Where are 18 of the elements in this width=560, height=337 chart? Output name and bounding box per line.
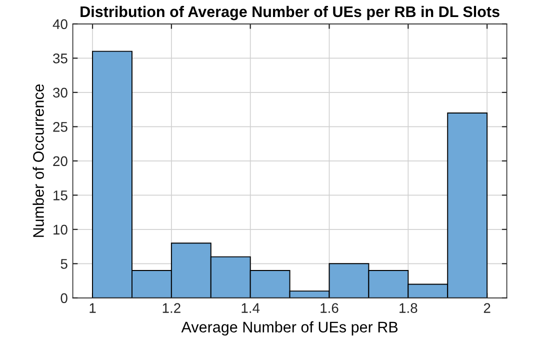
x-tick-label: 1.8 <box>400 303 418 313</box>
y-tick-label: 30 <box>53 88 68 98</box>
y-tick-label: 5 <box>60 259 68 269</box>
chart-title: Distribution of Average Number of UEs per RB in DL Slots <box>80 6 500 20</box>
y-tick-label: 10 <box>54 224 68 235</box>
y-tick-label: 25 <box>53 122 68 132</box>
x-axis-title: Average Number of UEs per RB <box>181 321 398 336</box>
y-tick-label: 40 <box>52 19 68 30</box>
y-tick-label: 20 <box>53 156 68 166</box>
y-tick-label: 0 <box>60 293 68 304</box>
x-tick-label: 2 <box>484 303 490 313</box>
x-tick-label: 1.4 <box>242 303 260 313</box>
y-tick-label: 35 <box>53 54 68 64</box>
x-tick-label: 1 <box>90 303 96 313</box>
y-tick-label: 15 <box>54 190 68 200</box>
y-axis-title: Number of Occurrence <box>32 84 44 237</box>
x-tick-label: 1.6 <box>320 303 338 313</box>
x-tick-label: 1.2 <box>162 303 180 313</box>
